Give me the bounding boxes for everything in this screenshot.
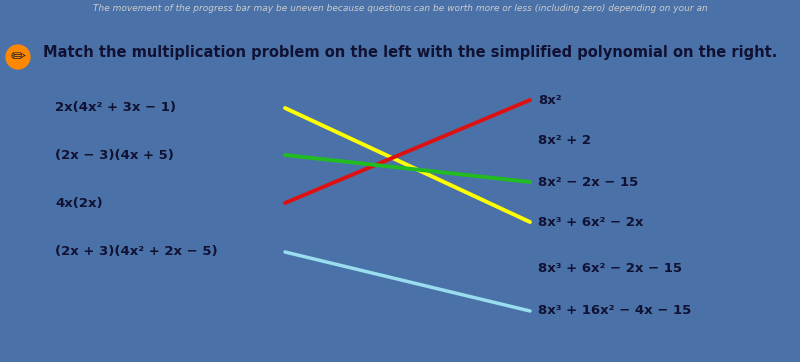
Text: (2x − 3)(4x + 5): (2x − 3)(4x + 5) <box>55 148 174 161</box>
Text: 8x² + 2: 8x² + 2 <box>538 134 591 147</box>
Text: 8x² − 2x − 15: 8x² − 2x − 15 <box>538 176 638 189</box>
Text: 2x(4x² + 3x − 1): 2x(4x² + 3x − 1) <box>55 101 176 114</box>
Text: The movement of the progress bar may be uneven because questions can be worth mo: The movement of the progress bar may be … <box>93 4 707 13</box>
Text: 8x²: 8x² <box>538 93 562 106</box>
Text: 4x(2x): 4x(2x) <box>55 197 102 210</box>
Text: (2x + 3)(4x² + 2x − 5): (2x + 3)(4x² + 2x − 5) <box>55 245 218 258</box>
Text: Match the multiplication problem on the left with the simplified polynomial on t: Match the multiplication problem on the … <box>43 45 777 60</box>
Text: 8x³ + 6x² − 2x: 8x³ + 6x² − 2x <box>538 215 643 228</box>
Text: 8x³ + 16x² − 4x − 15: 8x³ + 16x² − 4x − 15 <box>538 304 691 317</box>
Text: 8x³ + 6x² − 2x − 15: 8x³ + 6x² − 2x − 15 <box>538 261 682 274</box>
Text: ✏: ✏ <box>10 48 26 66</box>
